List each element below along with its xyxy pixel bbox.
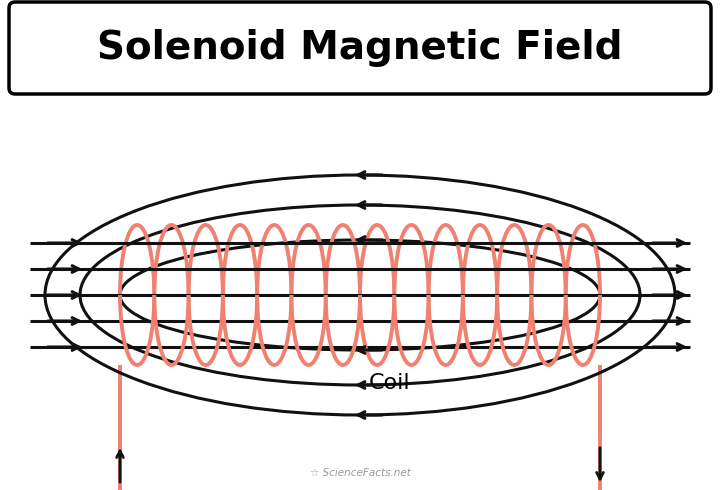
Text: Coil: Coil xyxy=(369,373,411,393)
FancyBboxPatch shape xyxy=(9,2,711,94)
Text: Solenoid Magnetic Field: Solenoid Magnetic Field xyxy=(97,29,623,67)
Text: ☆ ScienceFacts.net: ☆ ScienceFacts.net xyxy=(310,468,410,478)
